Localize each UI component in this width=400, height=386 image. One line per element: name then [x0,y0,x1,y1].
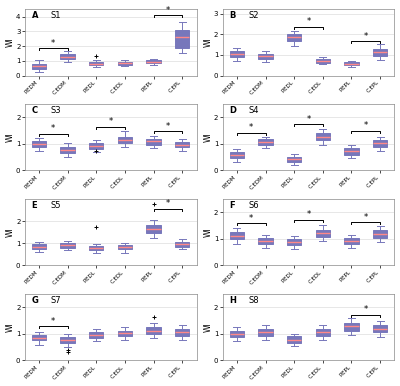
PathPatch shape [258,54,273,59]
PathPatch shape [258,329,273,336]
Text: S7: S7 [50,296,61,305]
PathPatch shape [60,243,75,248]
PathPatch shape [230,152,244,158]
PathPatch shape [32,141,46,147]
Text: *: * [306,17,311,26]
Y-axis label: WI: WI [6,38,14,47]
PathPatch shape [230,51,244,58]
Text: S2: S2 [248,11,259,20]
Text: S4: S4 [248,106,259,115]
PathPatch shape [287,239,301,245]
PathPatch shape [373,325,387,332]
PathPatch shape [344,238,359,244]
PathPatch shape [175,30,189,48]
Text: *: * [51,39,55,48]
PathPatch shape [32,64,46,69]
PathPatch shape [89,332,104,338]
Text: *: * [364,305,368,314]
Text: *: * [306,115,311,124]
PathPatch shape [287,34,301,41]
Text: *: * [166,122,170,131]
Text: *: * [249,214,253,223]
Text: *: * [166,6,170,15]
PathPatch shape [118,330,132,336]
PathPatch shape [32,335,46,340]
PathPatch shape [316,133,330,140]
PathPatch shape [175,142,189,147]
Text: S8: S8 [248,296,259,305]
PathPatch shape [89,246,104,251]
PathPatch shape [60,54,75,59]
Text: *: * [364,32,368,41]
Text: G: G [32,296,38,305]
Text: S5: S5 [50,201,61,210]
Y-axis label: WI: WI [204,227,212,237]
PathPatch shape [230,232,244,239]
Y-axis label: WI: WI [6,132,14,142]
PathPatch shape [32,244,46,249]
PathPatch shape [60,147,75,153]
PathPatch shape [287,336,301,343]
PathPatch shape [344,148,359,155]
Text: *: * [51,124,55,133]
Y-axis label: WI: WI [6,227,14,237]
PathPatch shape [89,144,104,149]
PathPatch shape [316,59,330,63]
Text: C: C [32,106,38,115]
Text: S1: S1 [50,11,61,20]
Text: *: * [108,117,113,126]
Text: *: * [166,200,170,208]
PathPatch shape [258,238,273,244]
PathPatch shape [118,62,132,64]
PathPatch shape [60,337,75,343]
Y-axis label: WI: WI [6,322,14,332]
PathPatch shape [146,327,161,334]
Text: *: * [364,213,368,222]
PathPatch shape [344,62,359,65]
PathPatch shape [373,230,387,237]
Text: *: * [306,210,311,219]
Text: S3: S3 [50,106,61,115]
PathPatch shape [373,140,387,147]
Text: *: * [364,121,368,130]
Y-axis label: WI: WI [204,38,212,47]
PathPatch shape [344,323,359,330]
PathPatch shape [89,62,104,65]
Text: A: A [32,11,38,20]
PathPatch shape [230,330,244,337]
PathPatch shape [373,49,387,56]
PathPatch shape [146,139,161,144]
PathPatch shape [146,225,161,233]
PathPatch shape [287,157,301,162]
PathPatch shape [118,137,132,144]
PathPatch shape [316,230,330,237]
PathPatch shape [118,245,132,249]
PathPatch shape [258,139,273,144]
PathPatch shape [175,329,189,336]
Text: F: F [230,201,235,210]
Text: B: B [230,11,236,20]
PathPatch shape [175,242,189,247]
Text: *: * [249,123,253,132]
Y-axis label: WI: WI [204,132,212,142]
PathPatch shape [146,60,161,63]
Text: E: E [32,201,37,210]
Text: H: H [230,296,236,305]
Text: *: * [51,317,55,326]
Y-axis label: WI: WI [204,322,212,332]
Text: D: D [230,106,236,115]
Text: S6: S6 [248,201,259,210]
PathPatch shape [316,329,330,336]
